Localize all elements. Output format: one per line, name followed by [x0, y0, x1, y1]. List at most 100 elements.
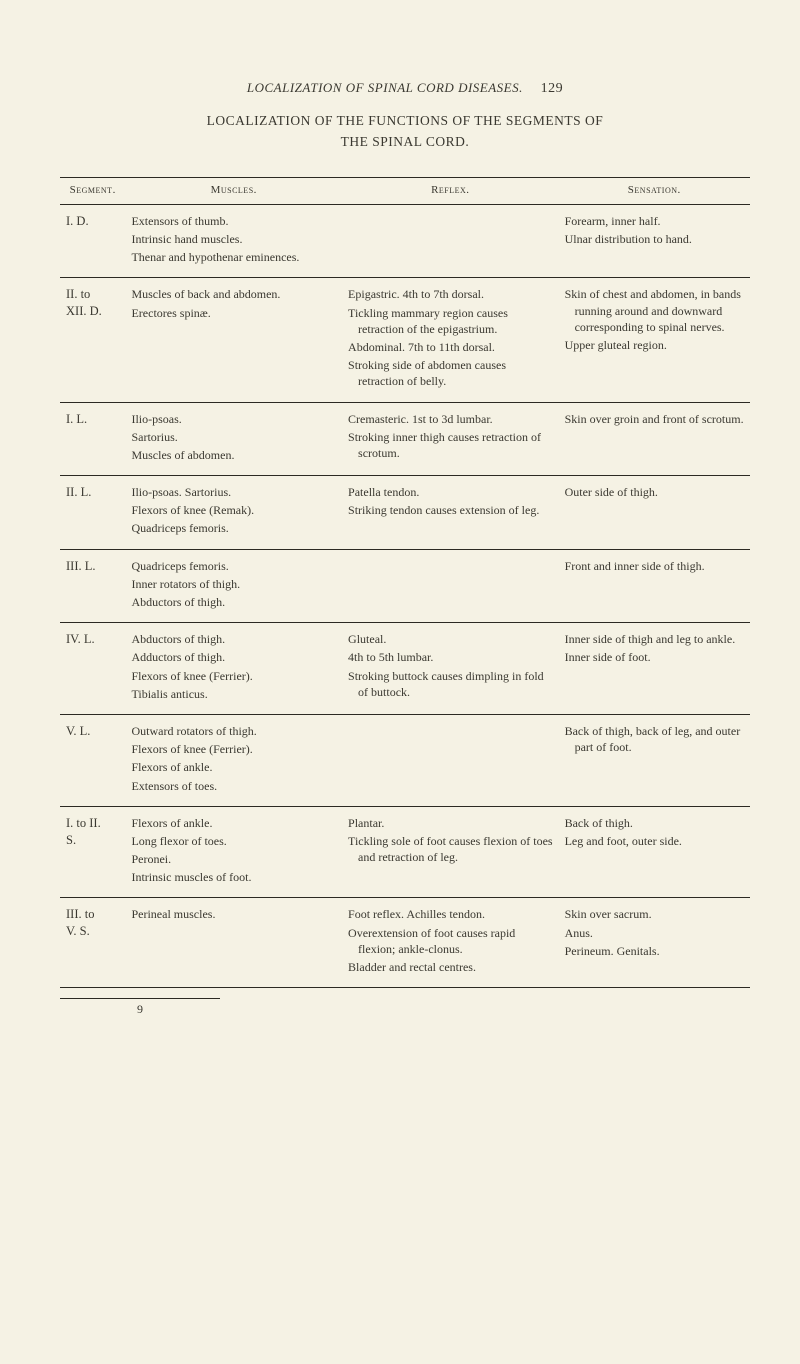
cell-reflex: Gluteal. 4th to 5th lumbar. Stroking butto…: [342, 623, 559, 715]
cell-line: Tibialis anticus.: [131, 686, 336, 702]
cell-line: Forearm, inner half.: [565, 213, 744, 229]
cell-muscles: Muscles of back and abdomen.Erectores sp…: [125, 278, 342, 402]
cell-sensation: Front and inner side of thigh.: [559, 549, 750, 623]
col-sensation: Sensation.: [559, 177, 750, 204]
cell-line: Flexors of knee (Ferrier).: [131, 668, 336, 684]
cell-line: Flexors of ankle.: [131, 759, 336, 775]
cell-line: Patella tendon.: [348, 484, 553, 500]
cell-muscles: Outward rotators of thigh. Flexors of kne…: [125, 714, 342, 806]
col-reflex: Reflex.: [342, 177, 559, 204]
cell-line: Plantar.: [348, 815, 553, 831]
cell-line: Outward rotators of thigh.: [131, 723, 336, 739]
cell-line: Gluteal.: [348, 631, 553, 647]
cell-line: Peronei.: [131, 851, 336, 867]
cell-line: Perineal muscles.: [131, 906, 336, 922]
cell-line: Intrinsic hand muscles.: [131, 231, 336, 247]
cell-sensation: Skin of chest and abdomen, in bands runn…: [559, 278, 750, 402]
cell-line: Flexors of knee (Remak).: [131, 502, 336, 518]
cell-line: Muscles of abdomen.: [131, 447, 336, 463]
table-row: II. L. Ilio-psoas. Sartorius. Flexors of k…: [60, 476, 750, 550]
cell-reflex: [342, 549, 559, 623]
cell-segment: II. to XII. D.: [60, 278, 125, 402]
cell-line: Overextension of foot causes rapid flexi…: [348, 925, 553, 957]
cell-muscles: Perineal muscles.: [125, 898, 342, 988]
cell-line: Inner side of foot.: [565, 649, 744, 665]
cell-muscles: Ilio-psoas. Sartorius. Flexors of knee (R…: [125, 476, 342, 550]
cell-line: Epigastric. 4th to 7th dorsal.: [348, 286, 553, 302]
cell-line: Abdominal. 7th to 11th dorsal.: [348, 339, 553, 355]
cell-line: Inner side of thigh and leg to ankle.: [565, 631, 744, 647]
cell-reflex: Cremasteric. 1st to 3d lumbar. Stroking i…: [342, 402, 559, 476]
cell-segment: I. L.: [60, 402, 125, 476]
cell-line: Stroking side of abdomen causes retracti…: [348, 357, 553, 389]
cell-sensation: Outer side of thigh.: [559, 476, 750, 550]
cell-segment: I. D.: [60, 204, 125, 278]
cell-line: Adductors of thigh.: [131, 649, 336, 665]
cell-segment: I. to II. S.: [60, 806, 125, 898]
cell-segment: II. L.: [60, 476, 125, 550]
cell-line: 4th to 5th lumbar.: [348, 649, 553, 665]
cell-reflex: Epigastric. 4th to 7th dorsal.Tickling m…: [342, 278, 559, 402]
cell-line: Sartorius.: [131, 429, 336, 445]
table-header-row: Segment. Muscles. Reflex. Sensation.: [60, 177, 750, 204]
cell-line: Intrinsic muscles of foot.: [131, 869, 336, 885]
title-line-2: THE SPINAL CORD.: [341, 134, 470, 149]
page-number: 129: [541, 81, 564, 97]
cell-line: Stroking inner thigh causes retraction o…: [348, 429, 553, 461]
cell-line: Extensors of thumb.: [131, 213, 336, 229]
col-segment: Segment.: [60, 177, 125, 204]
cell-line: Foot reflex. Achilles tendon.: [348, 906, 553, 922]
cell-line: Thenar and hypothenar eminences.: [131, 249, 336, 265]
cell-line: Leg and foot, outer side.: [565, 833, 744, 849]
cell-muscles: Flexors of ankle. Long flexor of toes. Per…: [125, 806, 342, 898]
cell-segment: III. L.: [60, 549, 125, 623]
cell-muscles: Extensors of thumb. Intrinsic hand muscle…: [125, 204, 342, 278]
cell-segment: V. L.: [60, 714, 125, 806]
cell-line: Tickling sole of foot causes flexion of …: [348, 833, 553, 865]
cell-line: Skin of chest and abdomen, in bands runn…: [565, 286, 744, 335]
table-row: V. L. Outward rotators of thigh. Flexors o…: [60, 714, 750, 806]
table-row: I. to II. S. Flexors of ankle. Long flexor…: [60, 806, 750, 898]
cell-line: Ilio-psoas.: [131, 411, 336, 427]
cell-line: Cremasteric. 1st to 3d lumbar.: [348, 411, 553, 427]
cell-line: Long flexor of toes.: [131, 833, 336, 849]
running-head-text: LOCALIZATION OF SPINAL CORD DISEASES.: [247, 80, 523, 95]
cell-reflex: [342, 714, 559, 806]
cell-line: Perineum. Genitals.: [565, 943, 744, 959]
cell-sensation: Skin over groin and front of scrotum.: [559, 402, 750, 476]
cell-line: Quadriceps femoris.: [131, 558, 336, 574]
cell-reflex: Plantar. Tickling sole of foot causes fle…: [342, 806, 559, 898]
localization-table: Segment. Muscles. Reflex. Sensation. I. …: [60, 177, 750, 988]
cell-line: Upper gluteal region.: [565, 337, 744, 353]
cell-line: Flexors of knee (Ferrier).: [131, 741, 336, 757]
signature-mark: 9: [60, 998, 220, 1017]
table-row: IV. L.Abductors of thigh.Adductors of th…: [60, 623, 750, 715]
cell-line: Back of thigh, back of leg, and outer pa…: [565, 723, 744, 755]
cell-muscles: Abductors of thigh. Adductors of thigh. Fl…: [125, 623, 342, 715]
cell-muscles: Ilio-psoas. Sartorius. Muscles of abdomen.: [125, 402, 342, 476]
cell-reflex: [342, 204, 559, 278]
page: LOCALIZATION OF SPINAL CORD DISEASES. 12…: [0, 0, 800, 1364]
cell-line: Outer side of thigh.: [565, 484, 744, 500]
running-head: LOCALIZATION OF SPINAL CORD DISEASES. 12…: [60, 80, 750, 97]
cell-sensation: Skin over sacrum.Anus.Perineum. Genitals…: [559, 898, 750, 988]
table-row: I. L. Ilio-psoas. Sartorius. Muscles of abd…: [60, 402, 750, 476]
cell-line: Ilio-psoas. Sartorius.: [131, 484, 336, 500]
cell-reflex: Patella tendon.Striking tendon causes ex…: [342, 476, 559, 550]
table-body: I. D. Extensors of thumb. Intrinsic hand m…: [60, 204, 750, 987]
cell-line: Extensors of toes.: [131, 778, 336, 794]
cell-segment: III. to V. S.: [60, 898, 125, 988]
cell-line: Skin over groin and front of scrotum.: [565, 411, 744, 427]
cell-line: Ulnar distribution to hand.: [565, 231, 744, 247]
cell-line: Flexors of ankle.: [131, 815, 336, 831]
cell-line: Abductors of thigh.: [131, 594, 336, 610]
cell-line: Inner rotators of thigh.: [131, 576, 336, 592]
cell-sensation: Back of thigh, back of leg, and outer pa…: [559, 714, 750, 806]
cell-line: Muscles of back and abdomen.: [131, 286, 336, 302]
cell-line: Back of thigh.: [565, 815, 744, 831]
table-row: II. to XII. D.Muscles of back and abdome…: [60, 278, 750, 402]
cell-line: Abductors of thigh.: [131, 631, 336, 647]
table-row: III. L. Quadriceps femoris. Inner rotators…: [60, 549, 750, 623]
cell-line: Bladder and rectal centres.: [348, 959, 553, 975]
cell-line: Stroking buttock causes dimpling in fold…: [348, 668, 553, 700]
